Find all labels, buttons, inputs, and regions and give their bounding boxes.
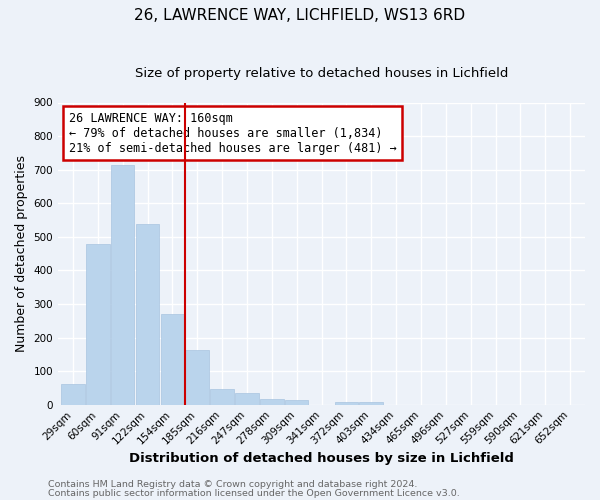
Bar: [210, 390, 234, 404]
Title: Size of property relative to detached houses in Lichfield: Size of property relative to detached ho…: [135, 68, 508, 80]
X-axis label: Distribution of detached houses by size in Lichfield: Distribution of detached houses by size …: [129, 452, 514, 465]
Text: Contains HM Land Registry data © Crown copyright and database right 2024.: Contains HM Land Registry data © Crown c…: [48, 480, 418, 489]
Bar: [136, 224, 160, 404]
Bar: [335, 402, 358, 404]
Bar: [359, 402, 383, 404]
Bar: [185, 350, 209, 405]
Bar: [235, 394, 259, 404]
Bar: [61, 384, 85, 404]
Text: Contains public sector information licensed under the Open Government Licence v3: Contains public sector information licen…: [48, 488, 460, 498]
Text: 26, LAWRENCE WAY, LICHFIELD, WS13 6RD: 26, LAWRENCE WAY, LICHFIELD, WS13 6RD: [134, 8, 466, 22]
Y-axis label: Number of detached properties: Number of detached properties: [15, 155, 28, 352]
Bar: [161, 314, 184, 404]
Bar: [260, 398, 284, 404]
Bar: [111, 166, 134, 404]
Bar: [285, 400, 308, 404]
Bar: [86, 244, 110, 404]
Text: 26 LAWRENCE WAY: 160sqm
← 79% of detached houses are smaller (1,834)
21% of semi: 26 LAWRENCE WAY: 160sqm ← 79% of detache…: [68, 112, 397, 154]
